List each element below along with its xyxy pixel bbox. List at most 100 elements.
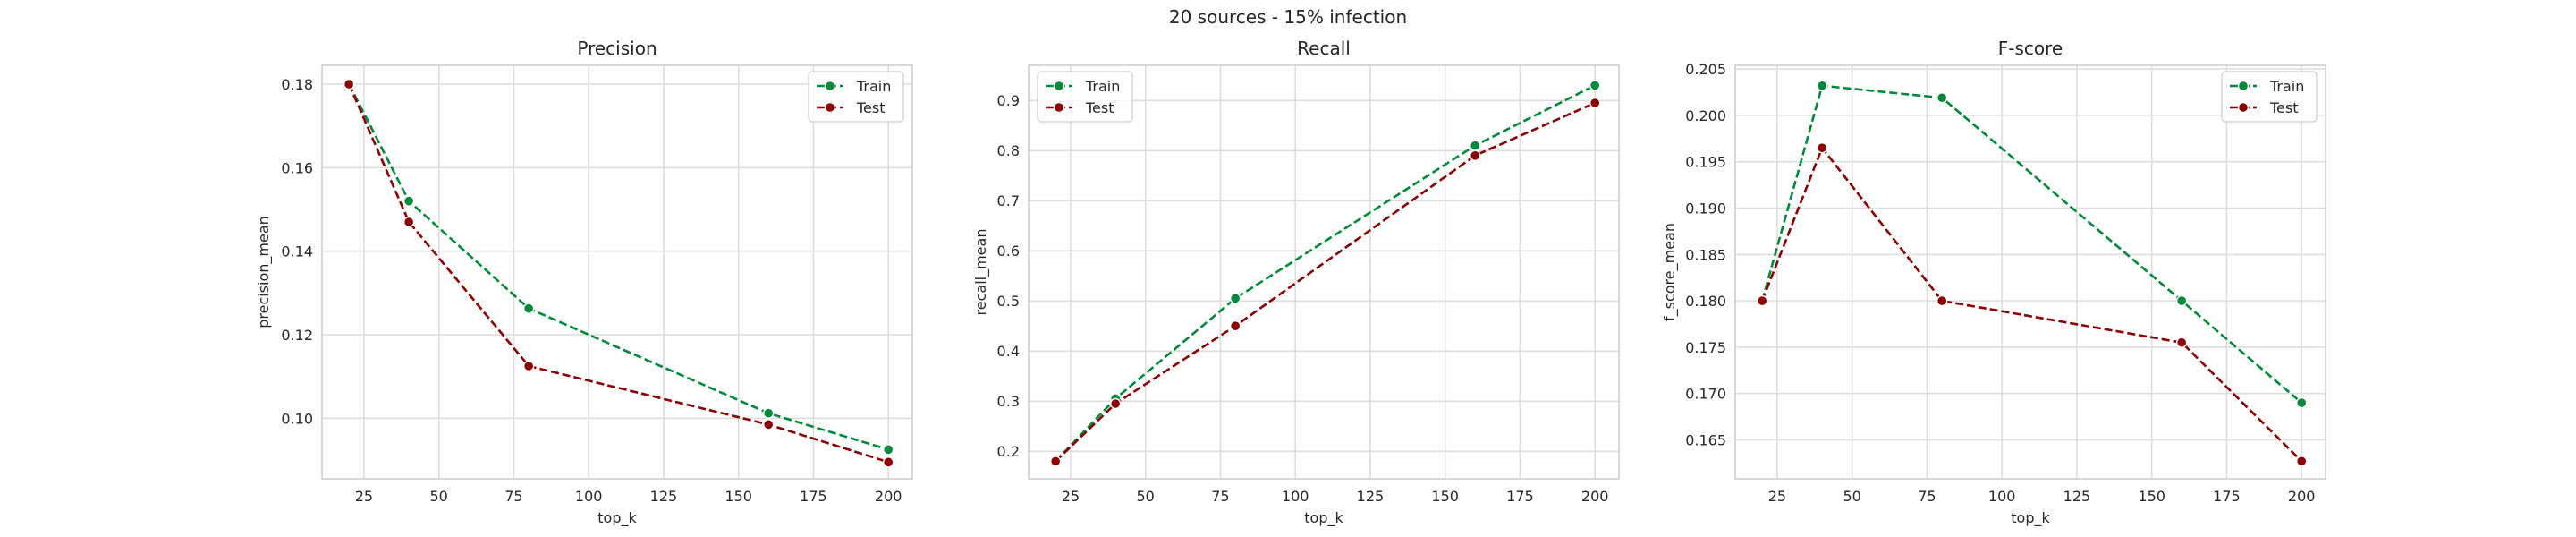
x-tick-label: 125 — [2063, 488, 2091, 505]
x-tick-label: 175 — [1506, 488, 1534, 505]
x-tick-label: 50 — [429, 488, 447, 505]
legend-label-train: Train — [856, 78, 891, 95]
y-tick-label: 0.195 — [1685, 154, 1726, 171]
data-point-train — [402, 195, 415, 207]
y-tick-label: 0.3 — [997, 393, 1020, 410]
x-tick-label: 150 — [724, 488, 752, 505]
chart-2: 25 50 75 100 125 150 175 200 0.2 0.3 0.4 0.5 0.6 0.7 0… — [972, 38, 1620, 527]
data-point-train — [2295, 396, 2308, 409]
y-tick-label: 0.5 — [997, 293, 1020, 310]
series-line-test — [347, 83, 889, 464]
data-point-train — [1816, 80, 1828, 91]
y-tick-label: 0.12 — [281, 327, 313, 344]
y-tick-label: 0.18 — [281, 76, 313, 93]
legend-label-test: Test — [2269, 99, 2299, 116]
legend-label-train: Train — [2269, 78, 2304, 95]
x-tick-label: 200 — [1581, 488, 1609, 505]
chart-title: Precision — [577, 38, 657, 59]
x-tick-label: 175 — [2213, 488, 2241, 505]
data-point-test — [2295, 456, 2308, 467]
x-tick-label: 50 — [1843, 488, 1860, 505]
x-tick-label: 75 — [504, 488, 522, 505]
legend: Train Test — [1037, 71, 1133, 123]
data-point-test — [1469, 149, 1481, 162]
y-tick-label: 0.200 — [1685, 107, 1726, 124]
data-point-train — [762, 407, 775, 419]
y-axis-label: recall_mean — [972, 229, 990, 316]
legend: Train Test — [2221, 71, 2318, 123]
x-tick-label: 75 — [1918, 488, 1936, 505]
data-point-test — [1049, 456, 1062, 467]
series-line-train — [347, 83, 889, 451]
data-point-train — [882, 444, 894, 456]
y-axis-label: f_score_mean — [1661, 223, 1679, 321]
series-line-test — [1055, 101, 1596, 463]
x-axis-label: top_k — [1304, 509, 1343, 527]
y-tick-label: 0.6 — [997, 243, 1020, 260]
legend-marker-test — [2237, 101, 2250, 114]
x-tick-label: 25 — [355, 488, 373, 505]
x-tick-label: 100 — [1988, 488, 2016, 505]
x-tick-label: 150 — [1431, 488, 1459, 505]
chart-3: 25 50 75 100 125 150 175 200 0.165 0.170 0.175 0.18… — [1661, 38, 2326, 527]
data-point-test — [1756, 294, 1768, 307]
x-tick-label: 150 — [2138, 488, 2165, 505]
data-point-test — [402, 216, 415, 228]
data-point-test — [1229, 320, 1241, 332]
data-point-test — [762, 419, 775, 430]
legend-marker-train — [1053, 80, 1065, 92]
x-tick-label: 50 — [1136, 488, 1154, 505]
chart-1: 25 50 75 100 125 150 175 200 0.10 0.12 0.14 0.16 0.1… — [255, 38, 913, 527]
data-point-test — [882, 456, 894, 468]
data-point-test — [1816, 141, 1828, 154]
x-axis-label: top_k — [2011, 509, 2050, 527]
data-point-test — [1589, 97, 1601, 109]
x-tick-label: 125 — [1357, 488, 1385, 505]
x-tick-label: 75 — [1211, 488, 1229, 505]
x-tick-label: 100 — [575, 488, 603, 505]
legend-label-test: Test — [856, 99, 886, 116]
y-tick-label: 0.205 — [1685, 61, 1726, 78]
y-tick-label: 0.185 — [1685, 246, 1726, 263]
y-tick-label: 0.14 — [281, 243, 313, 260]
legend-marker-test — [1053, 101, 1065, 114]
y-tick-label: 0.175 — [1685, 339, 1726, 356]
y-tick-label: 0.2 — [997, 443, 1020, 460]
axes-frame — [321, 64, 913, 480]
legend-marker-train — [824, 80, 836, 92]
data-point-test — [2175, 337, 2188, 348]
data-point-train — [1936, 92, 1948, 104]
axes-frame — [1028, 64, 1620, 480]
legend-label-train: Train — [1085, 78, 1120, 95]
data-point-train — [2175, 294, 2188, 307]
x-axis-label: top_k — [597, 509, 637, 527]
figure-suptitle: 20 sources - 15% infection — [1168, 6, 1408, 28]
x-tick-label: 175 — [800, 488, 827, 505]
y-tick-label: 0.10 — [281, 410, 313, 427]
y-tick-label: 0.170 — [1685, 386, 1726, 403]
y-tick-label: 0.190 — [1685, 200, 1726, 217]
y-tick-label: 0.9 — [997, 92, 1020, 109]
x-tick-label: 25 — [1062, 488, 1080, 505]
chart-title: Recall — [1297, 38, 1351, 59]
y-tick-label: 0.165 — [1685, 431, 1726, 448]
legend-marker-test — [824, 101, 836, 114]
axes-frame — [1734, 64, 2326, 480]
data-point-test — [343, 78, 355, 90]
data-point-test — [1109, 397, 1122, 410]
legend-marker-train — [2237, 80, 2250, 92]
y-tick-label: 0.16 — [281, 159, 313, 176]
x-tick-label: 200 — [875, 488, 902, 505]
x-tick-label: 125 — [650, 488, 678, 505]
data-point-train — [1229, 293, 1241, 304]
data-point-train — [1589, 80, 1601, 91]
y-tick-label: 0.4 — [997, 343, 1020, 360]
x-tick-label: 100 — [1282, 488, 1309, 505]
x-tick-label: 200 — [2288, 488, 2316, 505]
data-point-train — [1469, 140, 1481, 151]
data-point-test — [1936, 294, 1948, 307]
series-line-test — [1760, 145, 2303, 463]
data-point-test — [522, 360, 535, 372]
y-tick-label: 0.8 — [997, 142, 1020, 159]
